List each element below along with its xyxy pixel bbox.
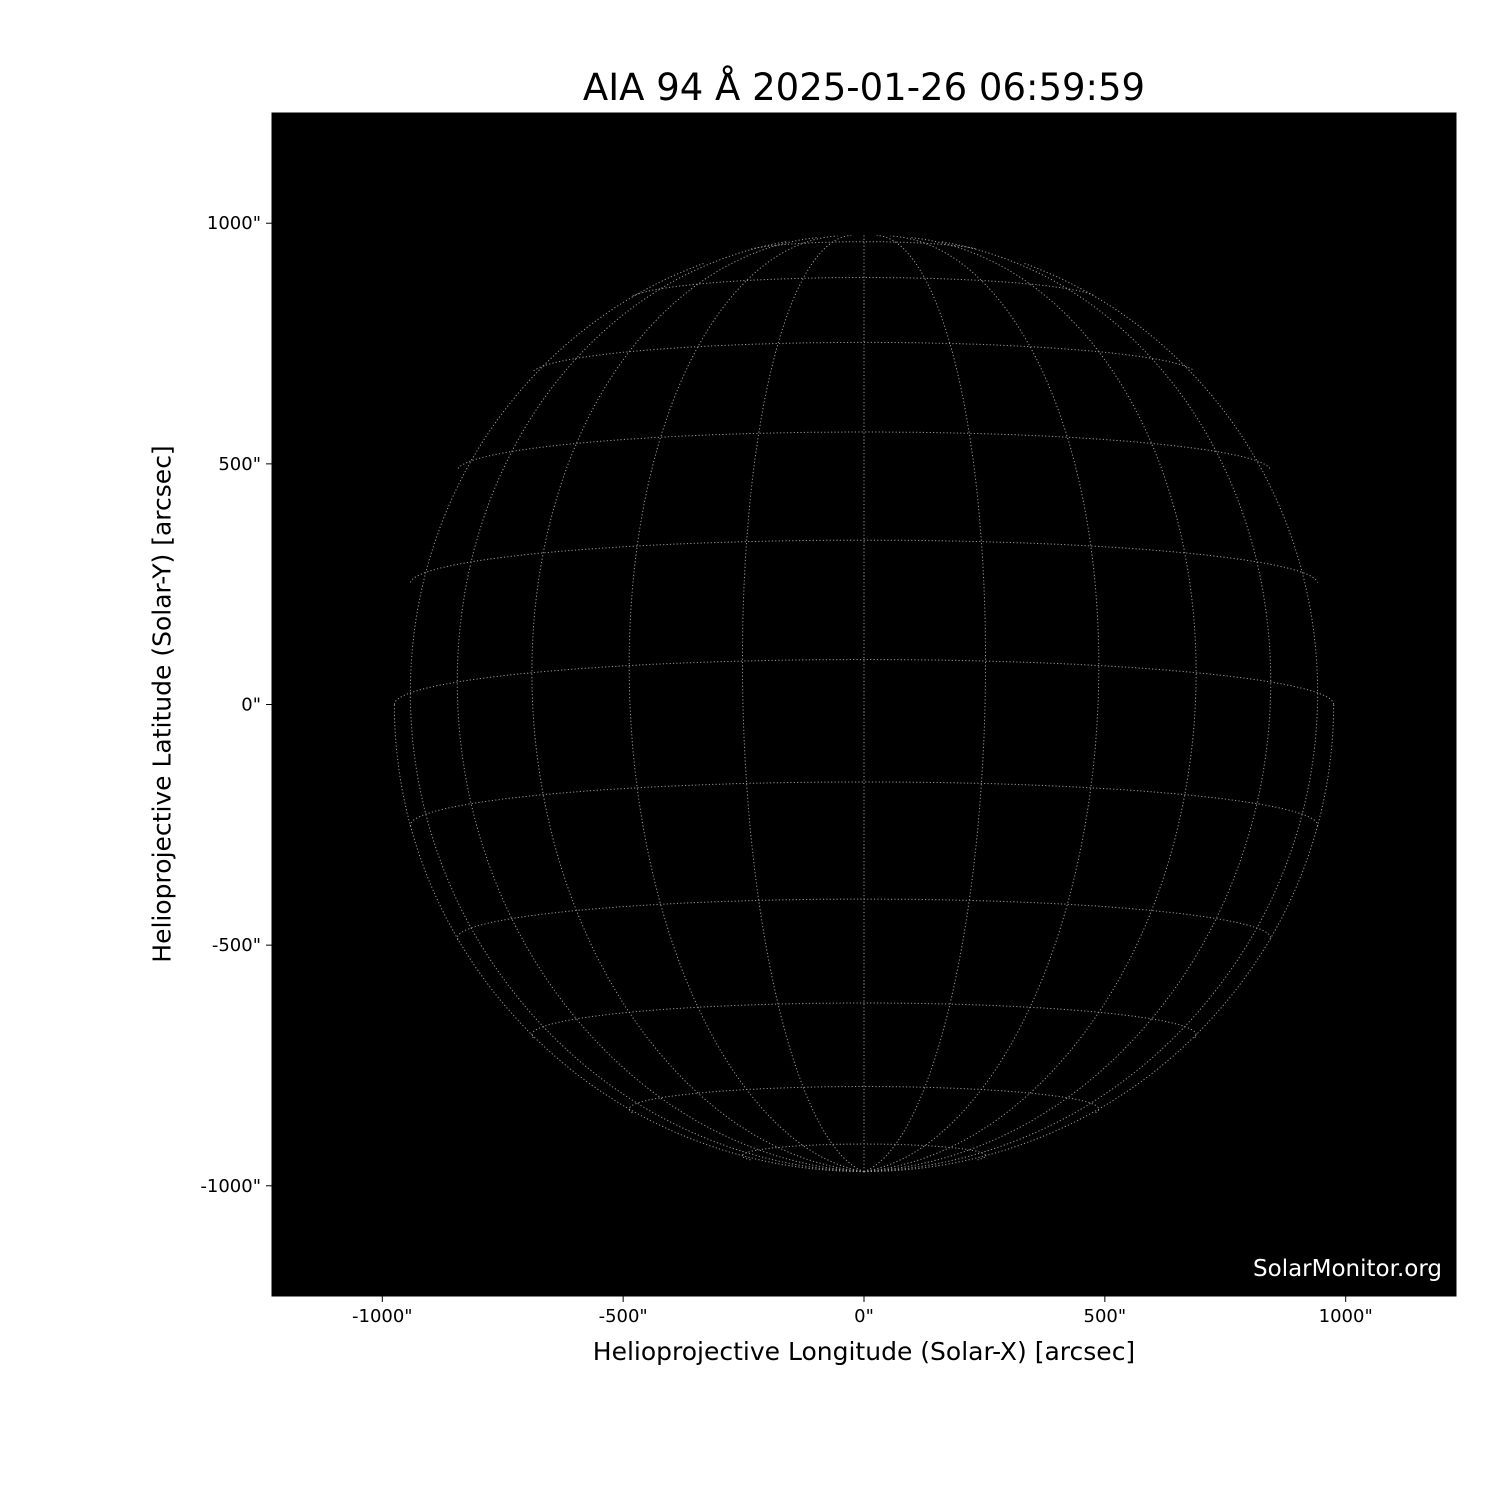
x-tick-label: -500" (599, 1306, 648, 1327)
latitude-grid-line (393, 659, 1335, 705)
y-axis-label: Helioprojective Latitude (Solar-Y) [arcs… (147, 445, 177, 963)
y-tick-label: -1000" (200, 1176, 261, 1197)
latitude-grid-line (741, 1143, 987, 1161)
watermark: SolarMonitor.org (1253, 1256, 1442, 1282)
longitude-grid-line (864, 704, 1335, 1173)
x-tick-label: 0" (854, 1306, 874, 1327)
y-tick-label: 500" (218, 454, 261, 475)
x-tick-label: -1000" (352, 1306, 413, 1327)
latitude-grid-line (410, 539, 1318, 583)
latitude-grid-line (409, 781, 1319, 827)
x-tick-label: 1000" (1319, 1306, 1373, 1327)
latitude-grid-line (632, 277, 1096, 297)
latitude-grid-line (456, 898, 1272, 941)
longitude-grid-line (863, 262, 1319, 1173)
longitude-grid-line (863, 237, 1197, 1173)
longitude-grid-line (531, 237, 865, 1173)
chart-title: AIA 94 Å 2025-01-26 06:59:59 (582, 66, 1146, 109)
latitude-grid-line (628, 1086, 1100, 1114)
longitude-grid-line (456, 241, 865, 1173)
longitude-grid-line (628, 235, 865, 1173)
latitude-grid-line (750, 241, 978, 250)
latitude-grid-line (531, 1002, 1197, 1039)
longitude-grid-line (863, 235, 1100, 1173)
longitude-grid-line (393, 704, 864, 1173)
latitude-grid-line (533, 341, 1195, 372)
longitude-grid-line (409, 262, 865, 1173)
x-tick-label: 500" (1084, 1306, 1127, 1327)
y-tick-label: 0" (241, 695, 261, 716)
y-tick-label: -500" (212, 935, 261, 956)
longitude-grid-line (863, 234, 987, 1173)
longitude-grid-line (863, 241, 1272, 1173)
longitude-grid-line (741, 234, 865, 1173)
image-background (272, 113, 1456, 1296)
y-tick-label: 1000" (207, 213, 261, 234)
x-axis-label: Helioprojective Longitude (Solar-X) [arc… (592, 1337, 1136, 1366)
